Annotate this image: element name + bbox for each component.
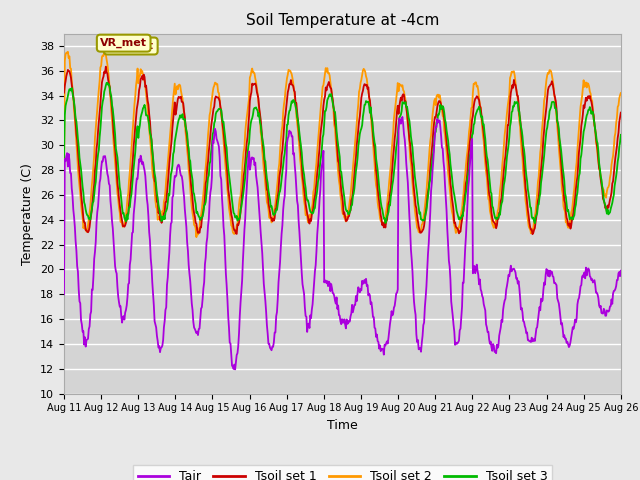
Text: VR_met: VR_met xyxy=(108,41,154,51)
Text: VR_met: VR_met xyxy=(100,38,147,48)
Title: Soil Temperature at -4cm: Soil Temperature at -4cm xyxy=(246,13,439,28)
Legend: Tair, Tsoil set 1, Tsoil set 2, Tsoil set 3: Tair, Tsoil set 1, Tsoil set 2, Tsoil se… xyxy=(132,465,552,480)
X-axis label: Time: Time xyxy=(327,419,358,432)
Y-axis label: Temperature (C): Temperature (C) xyxy=(22,163,35,264)
